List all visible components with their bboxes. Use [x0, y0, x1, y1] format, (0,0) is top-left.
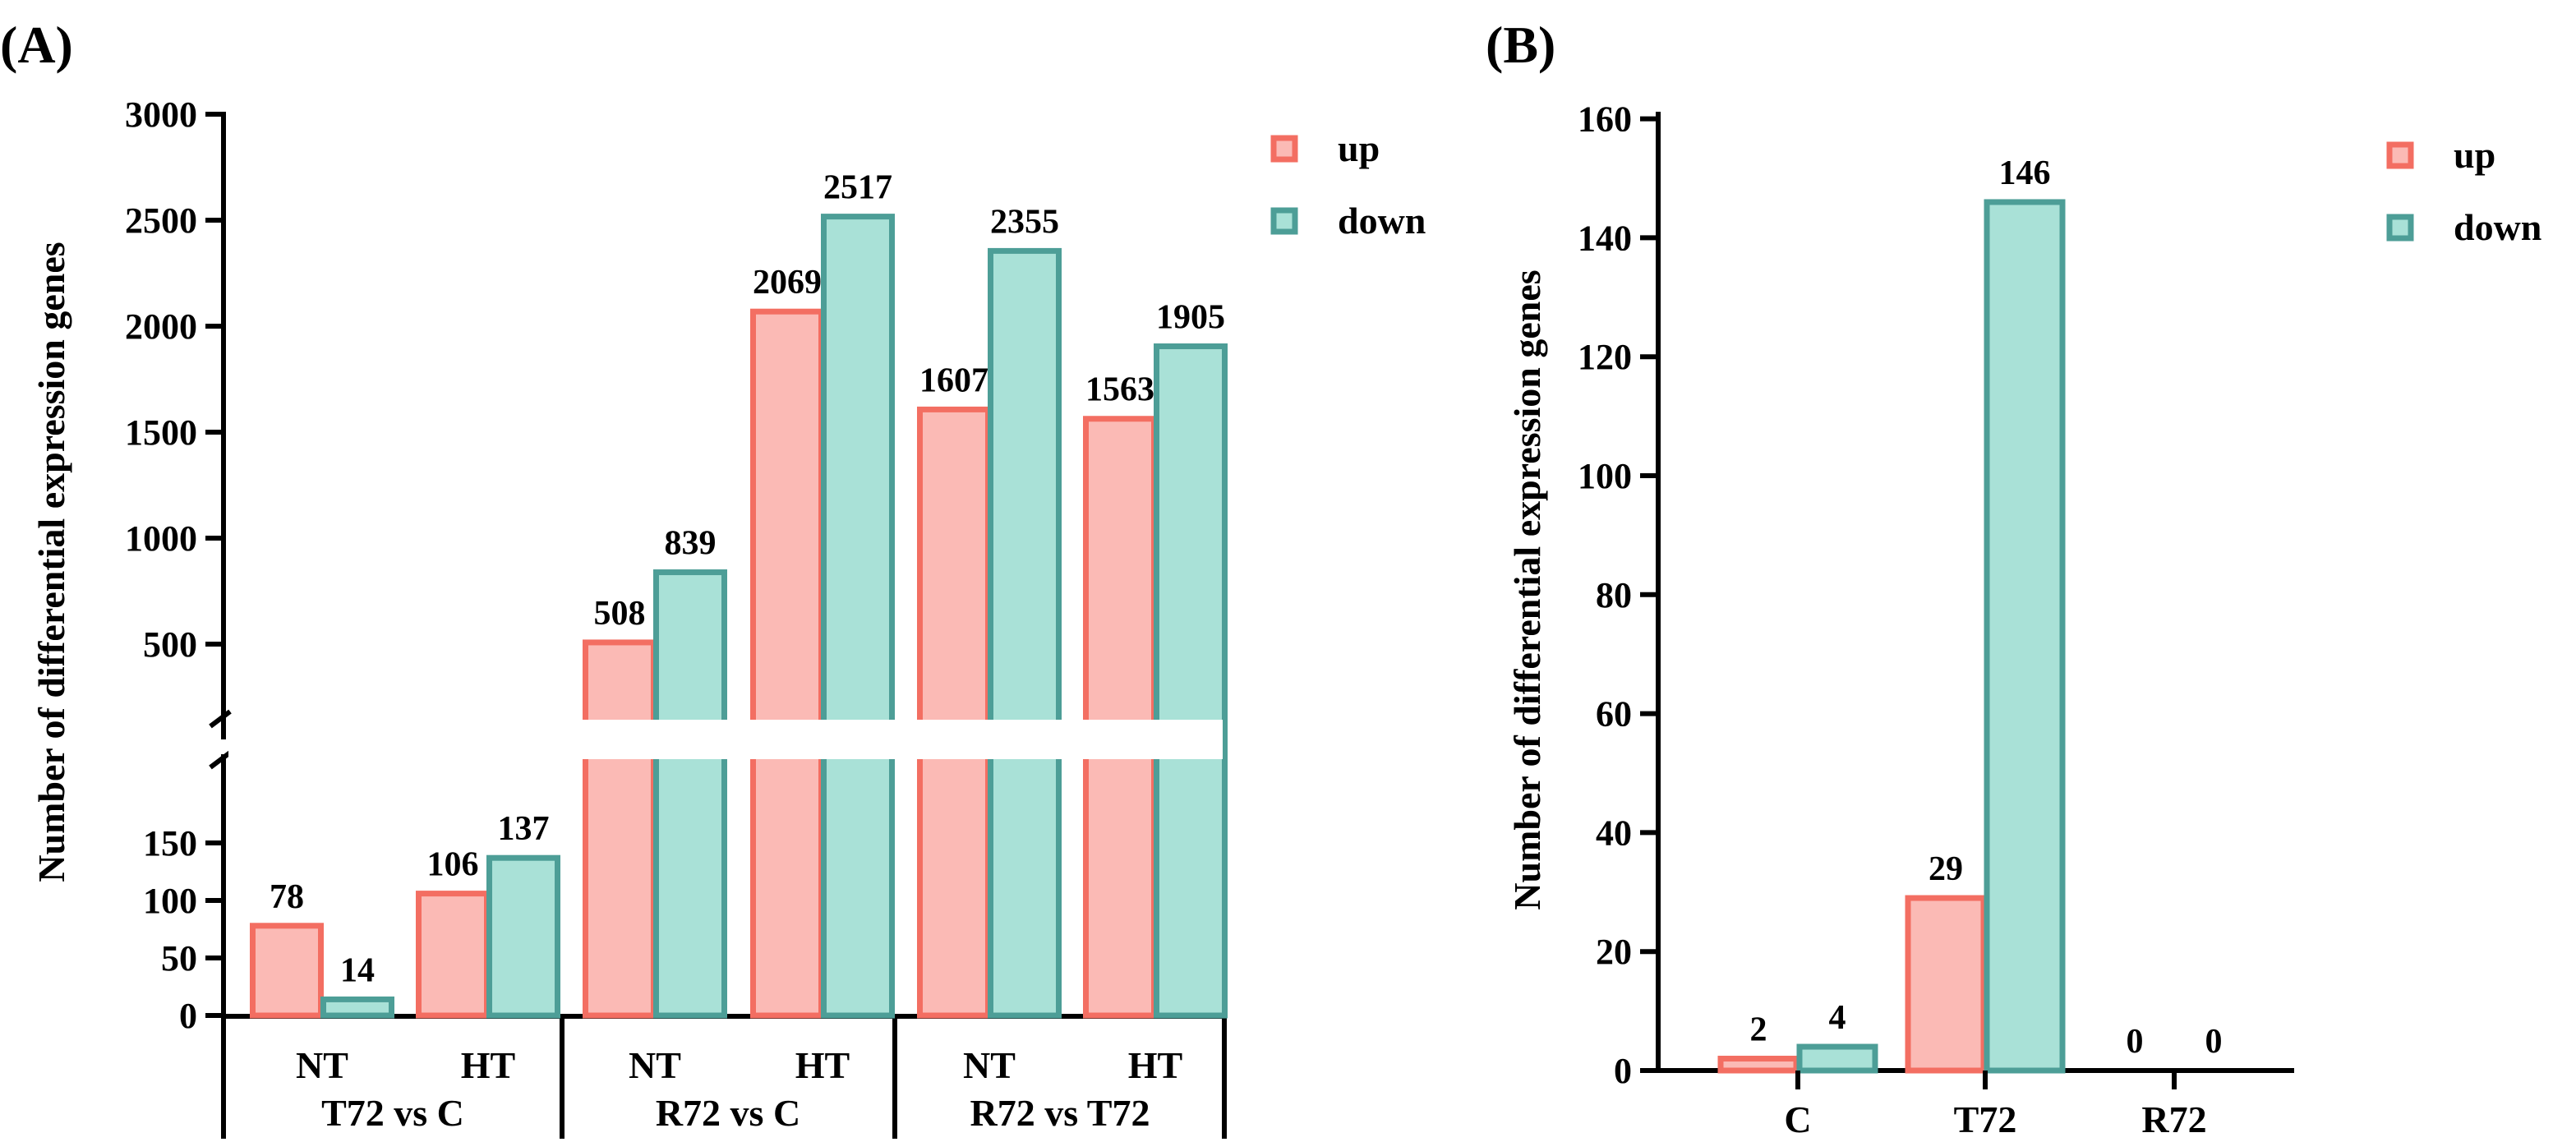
- y-tick-label: 2500: [125, 200, 197, 241]
- bar-value-label: 2355: [990, 203, 1059, 241]
- bar-value-label: 29: [1929, 850, 1963, 888]
- x-category-label: NT: [963, 1044, 1016, 1086]
- y-tick-label: 0: [1614, 1051, 1632, 1091]
- y-axis-title: Number of differential expression genes: [1506, 269, 1548, 909]
- bar-down: [320, 996, 394, 1019]
- bar-down: [1796, 1043, 1878, 1074]
- x-category-label: T72: [1954, 1098, 2017, 1140]
- bar-up: [1717, 1056, 1800, 1074]
- y-tick-label: 1000: [125, 518, 197, 559]
- y-tick-label: 3000: [125, 94, 197, 135]
- panel-a: (A) 500 1000 1500 2000 2500 3000 0 50 100 150 Numbe…: [0, 16, 1426, 1139]
- legend-swatch-down: [2386, 214, 2414, 242]
- x-category-label: NT: [296, 1044, 348, 1086]
- axis-break-gap: [228, 720, 1223, 759]
- bar-down: [988, 247, 1062, 1019]
- legend-swatch-up: [1270, 135, 1298, 163]
- legend-label-down: down: [2454, 206, 2541, 248]
- x-category-label: HT: [795, 1044, 850, 1086]
- x-group-label: R72 vs C: [656, 1092, 800, 1134]
- bar-value-label: 14: [340, 951, 375, 989]
- bar-down: [1984, 199, 2066, 1074]
- x-category-label: NT: [629, 1044, 681, 1086]
- bar-up: [583, 639, 657, 1019]
- y-tick-label: 80: [1596, 575, 1632, 615]
- y-tick-label: 2000: [125, 306, 197, 347]
- bar-value-label: 137: [498, 810, 550, 848]
- y-tick-label: 160: [1578, 99, 1632, 140]
- x-category-label: R72: [2141, 1098, 2206, 1140]
- bar-value-label: 0: [2205, 1023, 2223, 1061]
- x-group-label: T72 vs C: [321, 1092, 464, 1134]
- legend-swatch-down: [1270, 207, 1298, 235]
- x-category-label: C: [1784, 1098, 1811, 1140]
- y-axis-break-mark-lower: [209, 750, 232, 770]
- x-group-label: R72 vs T72: [970, 1092, 1150, 1134]
- legend-label-up: up: [2454, 134, 2495, 176]
- y-tick-label: 100: [1578, 456, 1632, 496]
- bar-value-label: 1905: [1156, 299, 1225, 337]
- legend-label-down: down: [1338, 200, 1426, 242]
- bar-value-label: 2517: [823, 169, 892, 207]
- bar-up: [416, 891, 490, 1019]
- bar-down: [821, 214, 895, 1019]
- bar-value-label: 839: [665, 525, 717, 563]
- bar-value-label: 4: [1829, 999, 1846, 1037]
- x-category-label: HT: [461, 1044, 515, 1086]
- bar-value-label: 106: [427, 846, 479, 884]
- y-tick-label: 0: [179, 996, 197, 1036]
- bar-down: [1154, 343, 1228, 1019]
- y-tick-label: 1500: [125, 412, 197, 453]
- bar-up: [917, 406, 991, 1019]
- y-tick-label: 40: [1596, 813, 1632, 853]
- panel-label-a: (A): [0, 16, 73, 74]
- y-axis-break-mark-upper: [209, 709, 232, 729]
- bar-value-label: 146: [1999, 154, 2051, 192]
- bar-value-label: 1563: [1085, 371, 1154, 409]
- bar-up: [1083, 416, 1157, 1019]
- panel-label-b: (B): [1486, 16, 1555, 74]
- bar-up: [250, 923, 324, 1019]
- bar-value-label: 0: [2127, 1023, 2144, 1061]
- bar-value-label: 78: [270, 878, 304, 916]
- y-tick-label: 140: [1578, 218, 1632, 258]
- y-tick-label: 150: [143, 823, 197, 863]
- y-tick-label: 100: [143, 881, 197, 921]
- y-tick-label: 20: [1596, 932, 1632, 972]
- bar-value-label: 2069: [753, 264, 822, 302]
- legend-swatch-up: [2386, 141, 2414, 169]
- y-tick-label: 500: [143, 624, 197, 665]
- bar-value-label: 508: [594, 595, 646, 633]
- bar-up: [1905, 895, 1987, 1074]
- bar-up: [750, 308, 824, 1019]
- bar-value-label: 2: [1750, 1011, 1767, 1049]
- bar-down: [486, 854, 560, 1019]
- bar-value-label: 1607: [919, 361, 988, 399]
- x-category-label: HT: [1128, 1044, 1182, 1086]
- y-axis-title: Number of differential expression genes: [30, 242, 72, 882]
- bar-down: [653, 569, 727, 1019]
- y-tick-label: 60: [1596, 694, 1632, 734]
- y-tick-label: 50: [161, 938, 197, 979]
- y-tick-label: 120: [1578, 337, 1632, 377]
- legend-label-up: up: [1338, 127, 1380, 169]
